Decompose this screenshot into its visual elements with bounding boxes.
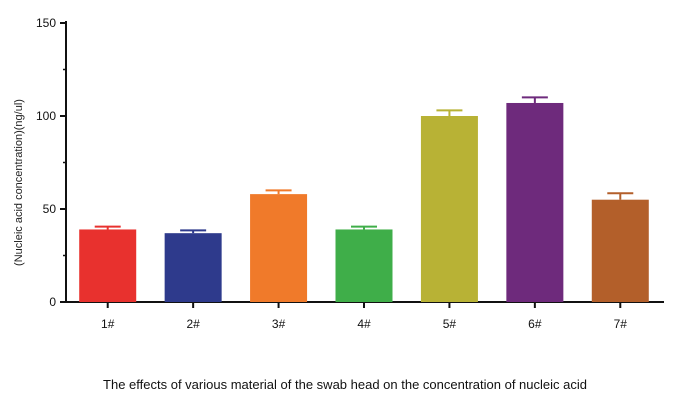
bar-chart: 0 50 100 150 1# 2# 3# 4# 5# 6# 7# (Nucleic acid c… [13,16,664,331]
x-axis: 1# 2# 3# 4# 5# 6# 7# [66,301,664,331]
y-tick-label: 0 [49,295,56,309]
x-tick-label: 7# [614,317,628,331]
y-tick-label: 150 [36,16,56,30]
bar-5 [420,116,478,302]
bars [79,102,649,302]
x-tick-label: 3# [272,317,286,331]
bar-3 [250,194,308,302]
x-tick-label: 4# [357,317,371,331]
y-tick-label: 50 [43,202,57,216]
y-tick-label: 100 [36,109,56,123]
chart-caption: The effects of various material of the s… [103,377,587,392]
bar-7 [591,199,649,302]
bar-6 [506,102,564,302]
x-tick-label: 6# [528,317,542,331]
y-axis: 0 50 100 150 [36,16,67,309]
bar-2 [164,233,222,302]
y-axis-label: (Nucleic acid concentration)(ng/ul) [13,99,25,266]
bar-4 [335,229,393,302]
x-tick-label: 1# [101,317,115,331]
error-bars [94,96,634,234]
x-tick-label: 5# [443,317,457,331]
bar-1 [79,229,137,302]
x-tick-label: 2# [186,317,200,331]
